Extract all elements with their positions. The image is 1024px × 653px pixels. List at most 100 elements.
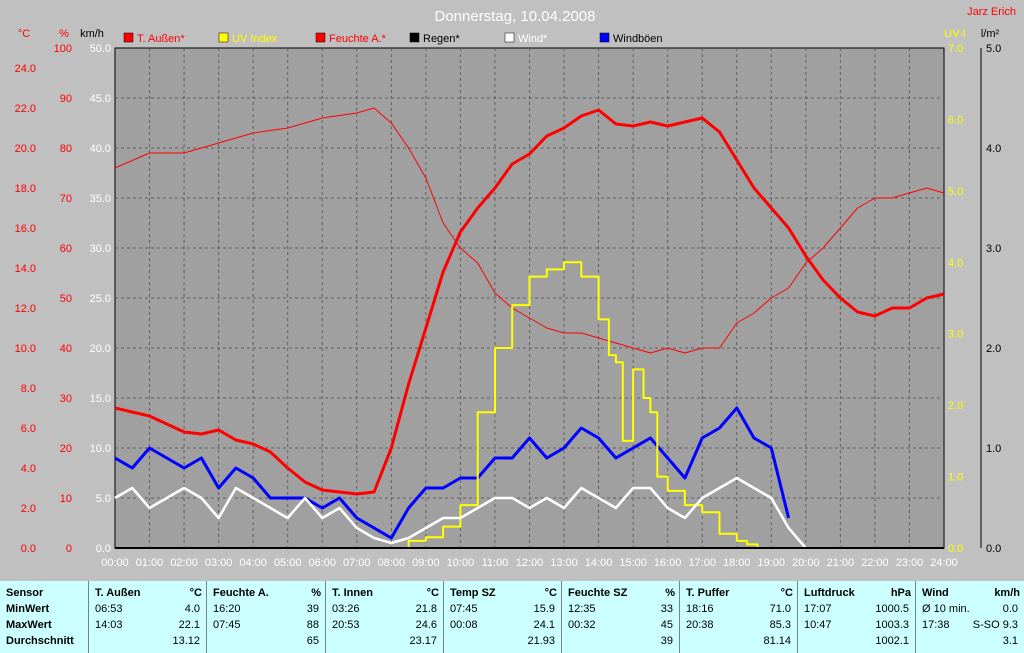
kmh-tick-label: 35.0 bbox=[90, 193, 111, 205]
avg-value: 81.14 bbox=[763, 635, 791, 647]
max-row: 00:08 24.1 bbox=[444, 617, 561, 633]
avg-row: 1002.1 bbox=[798, 633, 915, 649]
min-row: 18:16 71.0 bbox=[680, 601, 797, 617]
time-tick-label: 01:00 bbox=[136, 557, 164, 569]
time-tick-label: 12:00 bbox=[516, 557, 544, 569]
avg-row: 3.1 bbox=[916, 633, 1024, 649]
min-row: 16:20 39 bbox=[207, 601, 325, 617]
max-row: 20:38 85.3 bbox=[680, 617, 797, 633]
time-tick-label: 09:00 bbox=[412, 557, 440, 569]
kmh-tick-label: 25.0 bbox=[90, 293, 111, 305]
column-header: Feuchte SZ% bbox=[562, 585, 679, 601]
kmh-tick-label: 15.0 bbox=[90, 393, 111, 405]
avg-row: 81.14 bbox=[680, 633, 797, 649]
avg-row: 39 bbox=[562, 633, 679, 649]
temp-tick-label: 2.0 bbox=[21, 503, 36, 515]
uv-tick-label: 1.0 bbox=[948, 472, 963, 484]
min-value: 1000.5 bbox=[875, 603, 909, 615]
kmh-tick-label: 0.0 bbox=[96, 543, 111, 555]
max-time: 10:47 bbox=[804, 619, 832, 631]
time-tick-label: 17:00 bbox=[688, 557, 716, 569]
uv-tick-label: 6.0 bbox=[948, 114, 963, 126]
kmh-tick-label: 5.0 bbox=[96, 493, 111, 505]
max-row: 00:32 45 bbox=[562, 617, 679, 633]
max-value: 24.1 bbox=[533, 619, 555, 631]
max-row: 14:03 22.1 bbox=[89, 617, 206, 633]
time-tick-label: 11:00 bbox=[482, 557, 509, 569]
temp-tick-label: 0.0 bbox=[21, 543, 36, 555]
legend: T. Außen* UV Index Feuchte A.* Regen* Wind* W… bbox=[123, 32, 663, 45]
pct-tick-label: 50 bbox=[60, 293, 72, 305]
column-header: T. Außen °C bbox=[89, 585, 206, 601]
kmh-tick-label: 30.0 bbox=[90, 243, 111, 255]
time-tick-label: 06:00 bbox=[308, 557, 336, 569]
max-time: 00:08 bbox=[450, 619, 478, 631]
max-value: 45 bbox=[660, 619, 673, 631]
avg-row: 23.17 bbox=[326, 633, 443, 649]
column-unit: °C bbox=[426, 587, 439, 599]
column-unit: % bbox=[665, 587, 675, 599]
max-row: 10:47 1003.3 bbox=[798, 617, 915, 633]
max-value: S-SO 9.3 bbox=[972, 619, 1018, 631]
axes: 0.0 2.0 4.0 6.0 8.0 10.0 12.0 14.0 16.0 18.0 20.0 2… bbox=[15, 43, 1002, 569]
max-time: 17:38 bbox=[922, 619, 950, 631]
stats-column: T. Innen °C 03:26 21.8 20:53 24.6 23.17 bbox=[325, 581, 443, 653]
max-value: 1003.3 bbox=[875, 619, 909, 631]
stats-column: Luftdruck hPa 17:07 1000.5 10:47 1003.3 1002.1 bbox=[797, 581, 915, 653]
time-tick-label: 20:00 bbox=[792, 557, 820, 569]
kmh-tick-label: 40.0 bbox=[90, 143, 111, 155]
max-time: 20:38 bbox=[686, 619, 714, 631]
column-name: T. Innen bbox=[332, 587, 373, 599]
uv-unit-label: UV-I bbox=[944, 28, 965, 40]
column-name: Luftdruck bbox=[804, 587, 855, 599]
time-tick-label: 04:00 bbox=[239, 557, 267, 569]
stats-column: Feuchte A.% 16:20 39 07:45 88 65 bbox=[206, 581, 325, 653]
uv-tick-label: 7.0 bbox=[948, 43, 963, 55]
max-time: 00:32 bbox=[568, 619, 596, 631]
time-tick-label: 07:00 bbox=[343, 557, 371, 569]
legend-label: Feuchte A.* bbox=[329, 33, 387, 45]
temp-tick-label: 6.0 bbox=[21, 423, 36, 435]
pct-tick-label: 0 bbox=[66, 543, 72, 555]
column-header: Feuchte A.% bbox=[207, 585, 325, 601]
kmh-tick-label: 20.0 bbox=[90, 343, 111, 355]
kmh-unit-label: km/h bbox=[80, 28, 104, 40]
pct-unit-label: % bbox=[59, 28, 69, 40]
avg-value: 1002.1 bbox=[875, 635, 909, 647]
kmh-tick-label: 50.0 bbox=[90, 43, 111, 55]
column-unit: % bbox=[311, 587, 321, 599]
min-row: 07:45 15.9 bbox=[444, 601, 561, 617]
legend-swatch bbox=[123, 32, 134, 43]
column-header: Wind km/h bbox=[916, 585, 1024, 601]
row-label-max: MaxWert bbox=[6, 619, 52, 631]
avg-row: 21.93 bbox=[444, 633, 561, 649]
series-lines bbox=[114, 107, 945, 549]
min-time: 06:53 bbox=[95, 603, 123, 615]
min-row: 03:26 21.8 bbox=[326, 601, 443, 617]
rain-tick-label: 1.0 bbox=[986, 443, 1001, 455]
max-value: 88 bbox=[306, 619, 319, 631]
max-value: 22.1 bbox=[178, 619, 200, 631]
series-line-feuchtea bbox=[114, 107, 945, 354]
time-tick-label: 21:00 bbox=[827, 557, 855, 569]
time-tick-label: 00:00 bbox=[101, 557, 129, 569]
series-line-uvindex bbox=[115, 261, 944, 549]
temp-tick-label: 10.0 bbox=[15, 343, 36, 355]
min-time: 18:16 bbox=[686, 603, 714, 615]
pct-tick-label: 30 bbox=[60, 393, 72, 405]
column-header: T. Innen °C bbox=[326, 585, 443, 601]
series-line-wind bbox=[114, 476, 807, 549]
kmh-tick-label: 45.0 bbox=[90, 93, 111, 105]
pct-tick-label: 40 bbox=[60, 343, 72, 355]
temp-tick-label: 22.0 bbox=[15, 103, 36, 115]
row-label-sensor: Sensor bbox=[6, 587, 44, 599]
series-line-windben bbox=[114, 406, 791, 540]
pct-tick-label: 20 bbox=[60, 443, 72, 455]
rain-tick-label: 3.0 bbox=[986, 243, 1001, 255]
min-row: Ø 10 min. 0.0 bbox=[916, 601, 1024, 617]
max-time: 14:03 bbox=[95, 619, 123, 631]
grid-lines bbox=[115, 48, 944, 548]
min-value: 4.0 bbox=[184, 603, 200, 615]
rain-tick-label: 4.0 bbox=[986, 143, 1001, 155]
min-time: Ø 10 min. bbox=[922, 603, 970, 615]
